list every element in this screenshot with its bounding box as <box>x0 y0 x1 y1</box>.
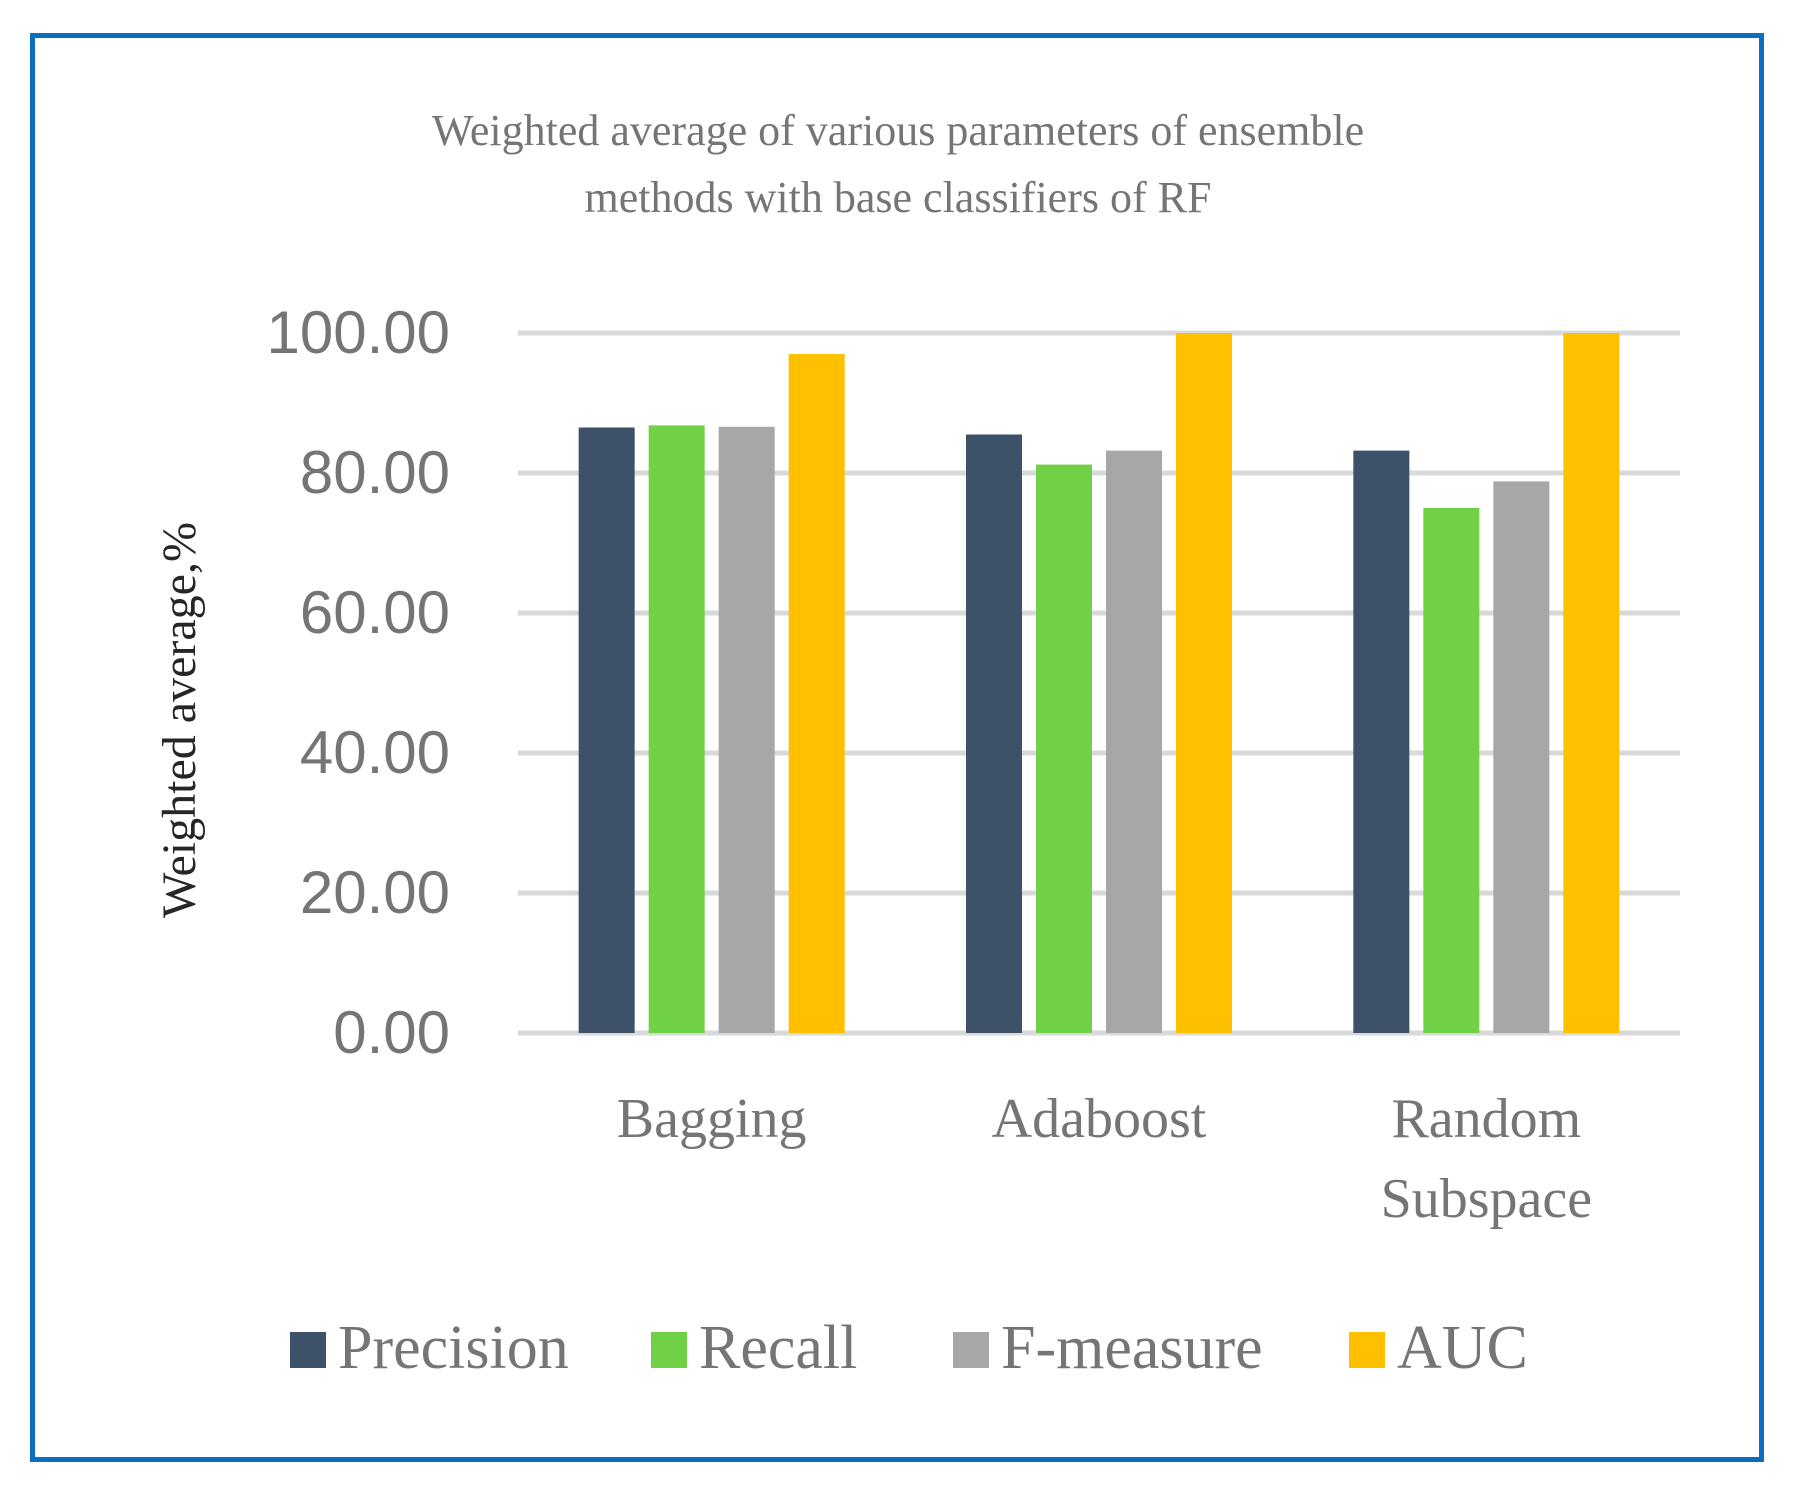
bar-auc-0 <box>788 354 845 1033</box>
y-tick-label: 80.00 <box>300 439 450 506</box>
bar-precision-1 <box>966 434 1022 1033</box>
legend-label-precision: Precision <box>338 1314 569 1382</box>
x-axis-categories: Bagging Adaboost Random Subspace <box>617 1088 1592 1230</box>
y-axis-title: Weighted average,% <box>153 522 206 918</box>
y-tick-label: 100.00 <box>266 299 450 366</box>
bar-precision-0 <box>578 427 635 1033</box>
x-category-label: Random <box>1391 1088 1581 1150</box>
y-tick-label: 40.00 <box>300 719 450 786</box>
y-tick-label: 20.00 <box>300 859 450 926</box>
legend-swatch-recall <box>651 1332 687 1368</box>
legend-swatch-precision <box>290 1332 326 1368</box>
x-category-label: Adaboost <box>992 1088 1207 1150</box>
y-axis-ticks: 0.00 20.00 40.00 60.00 80.00 100.00 <box>266 299 450 1066</box>
x-category-label: Bagging <box>617 1088 807 1150</box>
bar-recall-2 <box>1423 508 1480 1033</box>
chart-title-line-2: methods with base classifiers of RF <box>585 173 1212 222</box>
bar-auc-2 <box>1563 333 1620 1033</box>
legend-label-auc: AUC <box>1397 1314 1528 1382</box>
bar-precision-2 <box>1353 450 1410 1034</box>
legend: Precision Recall F-measure AUC <box>290 1314 1528 1382</box>
legend-swatch-auc <box>1349 1332 1385 1368</box>
bars <box>578 333 1620 1034</box>
chart-title: Weighted average of various parameters o… <box>432 106 1364 222</box>
bar-recall-1 <box>1036 464 1092 1034</box>
y-tick-label: 60.00 <box>300 579 450 646</box>
bar-f-measure-2 <box>1493 481 1550 1033</box>
x-category-label: Subspace <box>1381 1168 1593 1230</box>
legend-label-recall: Recall <box>699 1314 857 1382</box>
legend-label-f-measure: F-measure <box>1001 1314 1263 1382</box>
y-tick-label: 0.00 <box>333 999 450 1066</box>
bar-f-measure-0 <box>718 426 775 1033</box>
bar-recall-0 <box>648 425 705 1033</box>
bar-f-measure-1 <box>1106 450 1162 1034</box>
legend-swatch-f-measure <box>953 1332 989 1368</box>
bar-auc-1 <box>1176 333 1232 1033</box>
chart-title-line-1: Weighted average of various parameters o… <box>432 106 1364 155</box>
gridlines <box>518 330 1680 1036</box>
